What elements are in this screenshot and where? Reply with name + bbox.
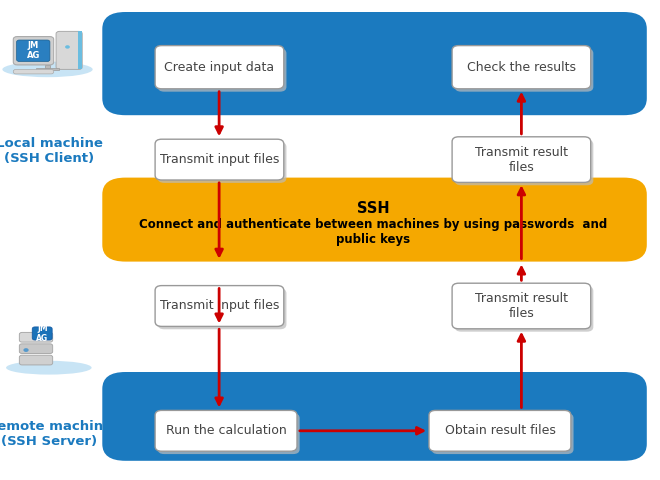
FancyBboxPatch shape xyxy=(155,286,284,326)
Text: Run the calculation: Run the calculation xyxy=(166,424,286,437)
FancyBboxPatch shape xyxy=(455,48,593,92)
Bar xyxy=(36,68,59,71)
Ellipse shape xyxy=(3,61,92,77)
FancyBboxPatch shape xyxy=(19,333,53,342)
FancyBboxPatch shape xyxy=(158,413,300,454)
FancyBboxPatch shape xyxy=(155,139,284,180)
FancyBboxPatch shape xyxy=(158,142,286,183)
Text: SSH: SSH xyxy=(356,201,389,216)
FancyBboxPatch shape xyxy=(452,137,591,182)
Bar xyxy=(45,65,50,68)
FancyBboxPatch shape xyxy=(102,178,647,262)
FancyBboxPatch shape xyxy=(102,12,647,115)
FancyBboxPatch shape xyxy=(155,410,297,451)
Text: Transmit result
files: Transmit result files xyxy=(475,292,568,320)
FancyBboxPatch shape xyxy=(56,31,82,70)
FancyBboxPatch shape xyxy=(455,286,593,332)
FancyBboxPatch shape xyxy=(32,327,52,340)
Circle shape xyxy=(65,45,70,48)
Text: Transmit input files: Transmit input files xyxy=(160,300,279,312)
Text: Transmit result
files: Transmit result files xyxy=(475,145,568,174)
Bar xyxy=(79,31,82,70)
FancyBboxPatch shape xyxy=(452,46,591,89)
Text: Check the results: Check the results xyxy=(467,60,576,74)
Text: Transmit input files: Transmit input files xyxy=(160,153,279,166)
FancyBboxPatch shape xyxy=(155,46,284,89)
FancyBboxPatch shape xyxy=(432,413,574,454)
Text: Connect and authenticate between machines by using passwords  and
public keys: Connect and authenticate between machine… xyxy=(139,218,607,246)
Text: Obtain result files: Obtain result files xyxy=(445,424,555,437)
Text: JM
AG: JM AG xyxy=(36,324,48,343)
Text: Local machine
(SSH Client): Local machine (SSH Client) xyxy=(0,137,103,165)
FancyBboxPatch shape xyxy=(102,372,647,461)
Text: JM
AG: JM AG xyxy=(27,41,40,60)
FancyBboxPatch shape xyxy=(429,410,571,451)
FancyBboxPatch shape xyxy=(158,288,286,329)
Ellipse shape xyxy=(6,361,92,374)
FancyBboxPatch shape xyxy=(19,355,53,365)
FancyBboxPatch shape xyxy=(455,140,593,185)
Text: Create input data: Create input data xyxy=(164,60,275,74)
FancyBboxPatch shape xyxy=(13,70,53,74)
FancyBboxPatch shape xyxy=(158,48,286,92)
FancyBboxPatch shape xyxy=(16,40,50,61)
FancyBboxPatch shape xyxy=(13,36,53,65)
FancyBboxPatch shape xyxy=(452,283,591,329)
FancyBboxPatch shape xyxy=(19,344,53,353)
Circle shape xyxy=(23,348,28,352)
Text: Remote machine
(SSH Server): Remote machine (SSH Server) xyxy=(0,420,112,448)
